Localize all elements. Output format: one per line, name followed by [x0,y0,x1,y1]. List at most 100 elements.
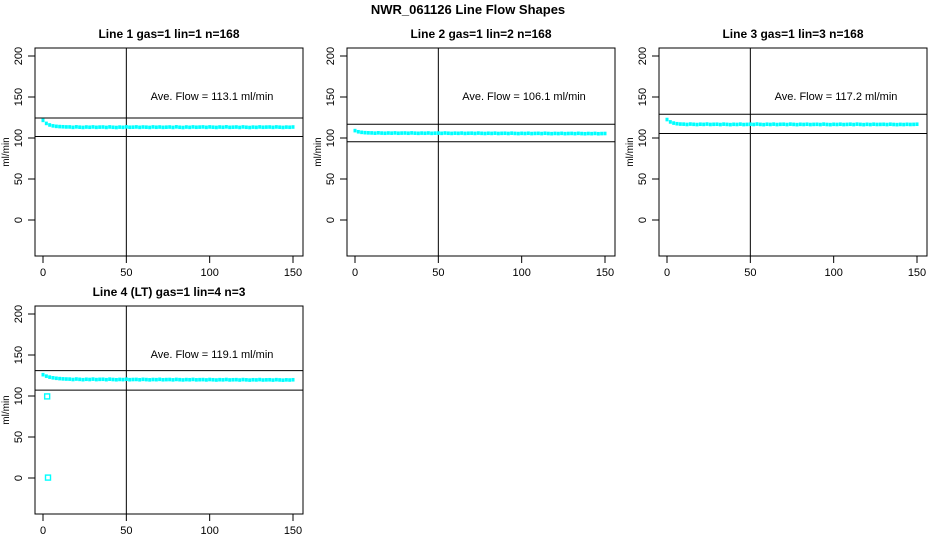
data-point [463,131,467,136]
data-point [685,122,689,127]
data-point [181,125,185,130]
data-point [410,131,414,135]
data-point [264,125,268,129]
data-point [530,131,534,136]
data-point [218,377,222,382]
data-point [855,122,859,126]
data-point [128,377,132,382]
y-tick-label: 100 [13,387,25,405]
data-point [178,377,182,382]
data-point [274,125,278,129]
x-tick-label: 150 [284,267,302,278]
data-point [523,131,527,136]
x-tick-label: 150 [284,525,302,536]
data-point [735,122,739,127]
subplot-line-3: 0 50 100 150 0 50 100 150 200 ml/min Line 3 gas=1 … [625,27,928,278]
data-point [550,131,554,136]
data-point [144,377,148,382]
subplot-title: Line 4 (LT) gas=1 lin=4 n=3 [93,285,246,299]
data-point [104,377,108,382]
data-point [765,122,769,127]
data-point [78,125,82,129]
data-point [782,122,786,127]
data-point [118,377,122,382]
x-tick-label: 0 [40,267,46,278]
data-point [268,377,272,382]
data-point [234,125,238,129]
data-point [204,125,208,130]
data-point [738,122,742,126]
data-point [396,131,400,136]
data-point [788,122,792,126]
data-point [191,125,195,129]
data-point [254,378,258,382]
data-point [835,122,839,127]
data-point [828,122,832,127]
data-point [506,131,510,136]
data-point [390,131,394,135]
x-tick-label: 100 [200,267,218,278]
data-point [556,131,560,136]
ave-flow-annotation: Ave. Flow = 119.1 ml/min [151,349,274,361]
data-point [778,122,782,127]
data-point [228,125,232,130]
y-tick-label: 100 [637,129,649,147]
data-point [228,378,232,382]
data-point [533,131,537,136]
data-point [278,125,282,129]
data-point [61,124,65,129]
data-point [48,123,52,127]
data-point [94,125,98,130]
x-tick-label: 0 [664,267,670,278]
data-point [380,131,384,135]
data-point [131,377,135,382]
x-tick-label: 100 [512,267,530,278]
data-point [526,131,530,136]
y-tick-label: 100 [325,129,337,147]
data-point [271,378,275,382]
data-point [281,378,285,382]
data-point [878,122,882,127]
data-point [208,125,212,129]
data-point [476,131,480,135]
data-point [158,377,162,382]
x-tick-label: 50 [120,525,132,536]
data-point [503,131,507,136]
x-tick-label: 100 [200,525,218,536]
data-point [536,131,540,136]
plot-box [346,47,616,257]
data-point [54,124,58,129]
data-point [772,122,776,126]
data-point [822,122,826,126]
data-point [818,122,822,127]
data-point [400,131,404,135]
outlier-data-point [44,474,52,481]
data-point [600,131,604,136]
data-point [456,131,460,136]
x-tick-label: 100 [824,267,842,278]
data-point [590,131,594,136]
data-point [91,125,95,129]
data-point [254,125,258,130]
data-point [288,378,292,382]
data-point [138,125,142,130]
y-tick-label: 0 [13,475,25,481]
data-point [248,125,252,130]
data-point [178,125,182,130]
data-point [812,122,816,127]
data-point [154,125,158,130]
x-tick-label: 0 [352,267,358,278]
data-point [426,131,430,135]
data-point [188,377,192,382]
y-tick-label: 200 [13,47,25,65]
data-point [74,125,78,129]
data-point [692,122,696,127]
data-point [131,125,135,129]
data-point [486,131,490,136]
data-point [41,372,45,377]
data-point [496,131,500,136]
data-point [728,122,732,127]
data-point [885,122,889,127]
data-point [460,131,464,135]
y-axis-label: ml/min [313,137,324,166]
